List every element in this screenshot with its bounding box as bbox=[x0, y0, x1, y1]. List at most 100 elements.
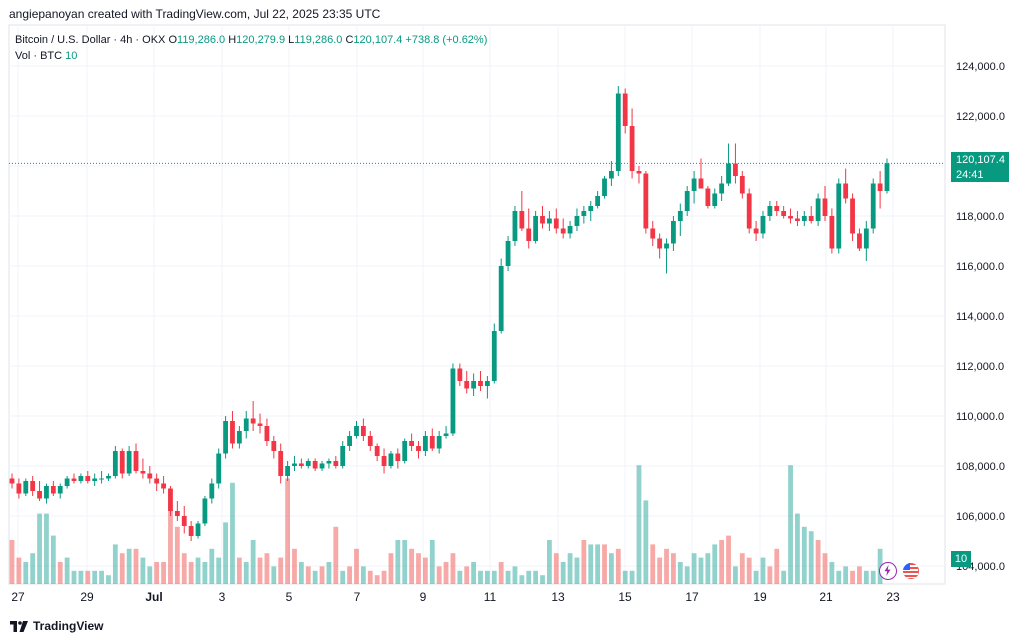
volume-bar bbox=[85, 570, 91, 584]
candle-body bbox=[843, 183, 849, 199]
candle-body bbox=[450, 368, 456, 434]
volume-bar bbox=[746, 557, 752, 584]
candle-body bbox=[629, 126, 635, 171]
candle-body bbox=[64, 478, 70, 486]
volume-bar bbox=[774, 548, 780, 584]
candle-body bbox=[168, 488, 173, 511]
candle-body bbox=[829, 216, 835, 249]
x-tick-label: 23 bbox=[886, 590, 900, 604]
candle-body bbox=[78, 476, 84, 481]
candle-body bbox=[767, 206, 773, 216]
volume-bar bbox=[808, 531, 814, 584]
volume-bar bbox=[622, 570, 628, 584]
candle-body bbox=[657, 238, 663, 249]
footer-brand[interactable]: TradingView bbox=[10, 619, 103, 633]
volume-bar bbox=[609, 553, 614, 584]
volume-bar bbox=[760, 557, 766, 584]
candle-body bbox=[181, 516, 187, 526]
y-tick-label: 122,000.0 bbox=[956, 111, 1005, 123]
volume-bar bbox=[588, 544, 594, 584]
candle-body bbox=[491, 331, 497, 381]
candle-body bbox=[119, 451, 125, 474]
volume-bar bbox=[381, 570, 387, 584]
x-tick-label: 17 bbox=[685, 590, 699, 604]
volume-bar bbox=[333, 526, 339, 584]
candle-body bbox=[836, 183, 842, 249]
ohlc-open-value: 119,286.0 bbox=[177, 34, 226, 46]
x-tick-label: 27 bbox=[11, 590, 25, 604]
candle-body bbox=[650, 228, 656, 239]
candle-body bbox=[870, 183, 876, 229]
x-tick-label: 29 bbox=[80, 590, 94, 604]
volume-bar bbox=[629, 570, 635, 584]
candle-body bbox=[147, 473, 153, 479]
volume-bar bbox=[147, 566, 153, 584]
candle-body bbox=[250, 418, 256, 424]
candle-body bbox=[216, 453, 222, 484]
candle-body bbox=[471, 381, 477, 389]
volume-bar bbox=[271, 566, 277, 584]
volume-bar bbox=[154, 562, 160, 584]
volume-bar bbox=[367, 570, 373, 584]
candle-body bbox=[684, 191, 690, 211]
candle-body bbox=[622, 93, 628, 126]
candle-body bbox=[422, 436, 428, 451]
candle-body bbox=[388, 453, 394, 466]
candle-body bbox=[209, 483, 215, 499]
candle-body bbox=[464, 381, 470, 389]
volume-bar bbox=[733, 566, 738, 584]
volume-bar bbox=[815, 540, 821, 584]
volume-bar bbox=[553, 553, 559, 584]
candle-body bbox=[733, 163, 738, 176]
volume-bar bbox=[119, 553, 125, 584]
candle-body bbox=[850, 198, 855, 234]
y-tick-label: 106,000.0 bbox=[956, 511, 1005, 523]
candle-body bbox=[174, 511, 180, 516]
volume-bar bbox=[257, 557, 263, 584]
candle-body bbox=[230, 421, 235, 444]
x-tick-label: Jul bbox=[145, 590, 162, 604]
last-price-tag: 120,107.4 bbox=[951, 152, 1009, 167]
volume-bar bbox=[498, 562, 504, 584]
candle-body bbox=[664, 243, 669, 249]
candle-body bbox=[354, 426, 359, 436]
volume-bar bbox=[236, 557, 242, 584]
us-flag-icon[interactable] bbox=[902, 562, 920, 580]
candle-body bbox=[815, 198, 821, 221]
volume-bar bbox=[801, 526, 807, 584]
volume-bar bbox=[457, 570, 463, 584]
series-legend[interactable]: Bitcoin / U.S. Dollar · 4h · OKX O119,28… bbox=[15, 34, 487, 46]
candle-body bbox=[161, 483, 166, 489]
volume-bar bbox=[429, 540, 435, 584]
volume-bar bbox=[560, 562, 566, 584]
candle-body bbox=[395, 453, 401, 461]
volume-bar bbox=[436, 566, 442, 584]
candle-body bbox=[808, 216, 814, 221]
volume-bar bbox=[684, 566, 690, 584]
candle-body bbox=[788, 216, 793, 219]
candle-body bbox=[574, 216, 580, 226]
ohlc-open-label: O bbox=[168, 34, 178, 46]
volume-bar bbox=[188, 562, 194, 584]
volume-legend[interactable]: Vol · BTC 10 bbox=[15, 50, 77, 62]
volume-bar bbox=[705, 553, 711, 584]
volume-bar bbox=[491, 570, 497, 584]
x-tick-label: 5 bbox=[286, 590, 293, 604]
candle-body bbox=[857, 233, 862, 249]
volume-bar bbox=[202, 562, 208, 584]
candle-body bbox=[44, 486, 49, 499]
ohlc-change-value: +738.8 (+0.62%) bbox=[405, 34, 488, 46]
candle-body bbox=[602, 178, 607, 196]
volume-bar bbox=[484, 570, 490, 584]
volume-bar bbox=[416, 553, 421, 584]
candle-body bbox=[443, 433, 449, 436]
candle-body bbox=[126, 451, 132, 474]
x-tick-label: 15 bbox=[618, 590, 632, 604]
volume-bar bbox=[870, 570, 876, 584]
candle-body bbox=[877, 183, 883, 191]
candle-body bbox=[822, 198, 828, 216]
volume-bar bbox=[195, 557, 201, 584]
candle-body bbox=[285, 466, 290, 476]
lightning-bolt-icon[interactable] bbox=[879, 562, 897, 580]
